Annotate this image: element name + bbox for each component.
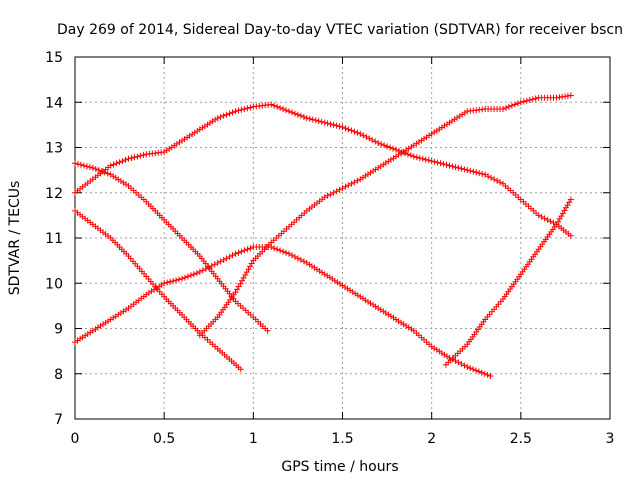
data-point-markers xyxy=(72,101,574,239)
y-tick-label: 9 xyxy=(54,322,63,338)
grid xyxy=(75,57,610,419)
axis-ticks xyxy=(74,56,611,420)
data-point-markers xyxy=(72,160,271,334)
x-tick-label: 0 xyxy=(71,431,80,447)
y-tick-label: 15 xyxy=(45,50,63,66)
x-axis-title: GPS time / hours xyxy=(281,459,398,475)
y-axis-tick-labels: 7 8 9 10 11 12 13 14 15 xyxy=(45,50,63,428)
y-axis-title: SDTVAR / TECUs xyxy=(7,181,23,296)
y-tick-label: 8 xyxy=(54,367,63,383)
x-tick-label: 1 xyxy=(249,431,258,447)
y-tick-label: 13 xyxy=(45,141,63,157)
series-arc-3 xyxy=(72,207,244,373)
series-arc-5 xyxy=(196,92,574,339)
chart-title: Day 269 of 2014, Sidereal Day-to-day VTE… xyxy=(57,22,623,38)
data-point-markers xyxy=(442,196,574,368)
series-arc-2 xyxy=(72,160,271,334)
x-tick-label: 1.5 xyxy=(331,431,353,447)
series-arc-4 xyxy=(72,244,494,379)
x-tick-label: 3 xyxy=(606,431,615,447)
y-tick-label: 10 xyxy=(45,276,63,292)
data-point-markers xyxy=(72,207,244,373)
data-point-markers xyxy=(196,92,574,339)
y-tick-label: 11 xyxy=(45,231,63,247)
x-axis-tick-labels: 0 0.5 1 1.5 2 2.5 3 xyxy=(71,431,615,447)
x-tick-label: 2 xyxy=(427,431,436,447)
y-tick-label: 7 xyxy=(54,412,63,428)
y-tick-label: 12 xyxy=(45,186,63,202)
data-series xyxy=(72,92,574,379)
data-point-markers xyxy=(72,244,494,379)
y-tick-label: 14 xyxy=(45,95,63,111)
x-tick-label: 0.5 xyxy=(153,431,175,447)
x-tick-label: 2.5 xyxy=(510,431,532,447)
series-arc-6 xyxy=(442,196,574,368)
series-arc-1 xyxy=(72,101,574,239)
